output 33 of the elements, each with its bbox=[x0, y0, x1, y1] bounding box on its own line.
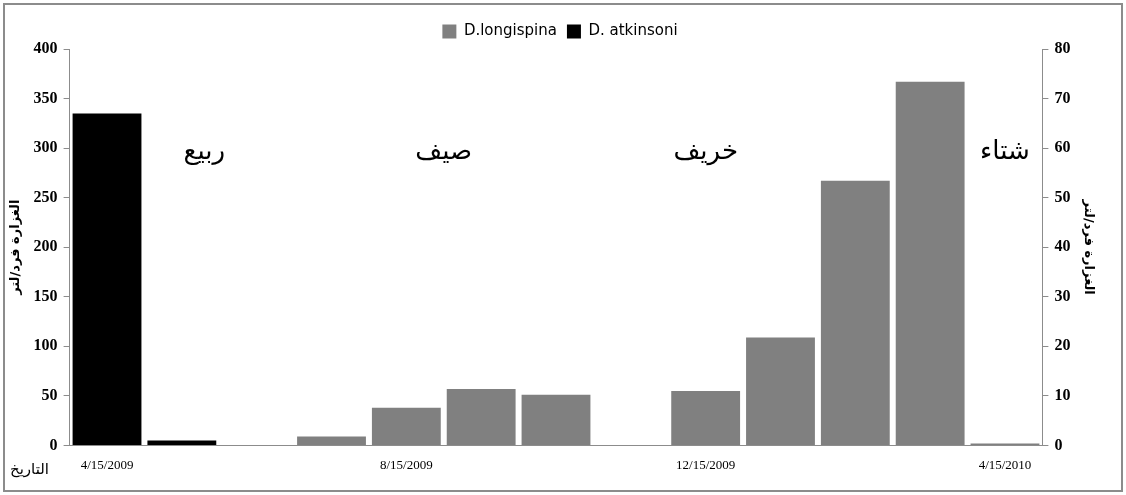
legend-label: D.longispina bbox=[463, 21, 557, 40]
y-tick-label: 100 bbox=[33, 336, 58, 354]
annotation: ربيع bbox=[183, 134, 226, 166]
y-tick-label: 50 bbox=[41, 385, 58, 403]
y-tick-label: 400 bbox=[33, 39, 58, 57]
annotation: صيف bbox=[415, 134, 473, 165]
x-axis-title: التاريخ bbox=[10, 459, 49, 478]
y2-tick-label: 60 bbox=[1054, 138, 1071, 156]
y2-tick-label: 50 bbox=[1054, 187, 1071, 205]
y-tick-label: 0 bbox=[49, 435, 58, 453]
y-tick-label: 150 bbox=[33, 286, 58, 304]
y-tick-label: 250 bbox=[33, 187, 58, 205]
legend-label: D. atkinsoni bbox=[588, 21, 678, 40]
y-tick-label: 200 bbox=[33, 237, 58, 255]
y2-tick-label: 30 bbox=[1054, 286, 1071, 304]
y-tick-label: 300 bbox=[33, 138, 58, 156]
y-tick-label: 350 bbox=[33, 88, 58, 106]
y2-tick-label: 0 bbox=[1054, 435, 1063, 453]
x-tick-label: 12/15/2009 bbox=[676, 456, 736, 472]
bar bbox=[147, 440, 217, 445]
x-tick-label: 4/15/2010 bbox=[978, 456, 1032, 472]
annotation: خريف bbox=[673, 134, 738, 166]
x-tick-label: 8/15/2009 bbox=[379, 456, 433, 472]
y-axis-title: الغزارة فرد/لتر bbox=[7, 199, 23, 296]
y2-tick-label: 40 bbox=[1054, 237, 1071, 255]
x-tick-label: 4/15/2009 bbox=[80, 456, 134, 472]
y2-axis-title: الغزارة فرد/لتر bbox=[1081, 198, 1097, 295]
annotation: شتاء bbox=[980, 134, 1030, 165]
y2-tick-label: 20 bbox=[1054, 336, 1071, 354]
bar bbox=[72, 113, 142, 445]
y2-tick-label: 70 bbox=[1054, 88, 1071, 106]
y2-tick-label: 10 bbox=[1054, 385, 1071, 403]
y2-tick-label: 80 bbox=[1054, 39, 1071, 57]
